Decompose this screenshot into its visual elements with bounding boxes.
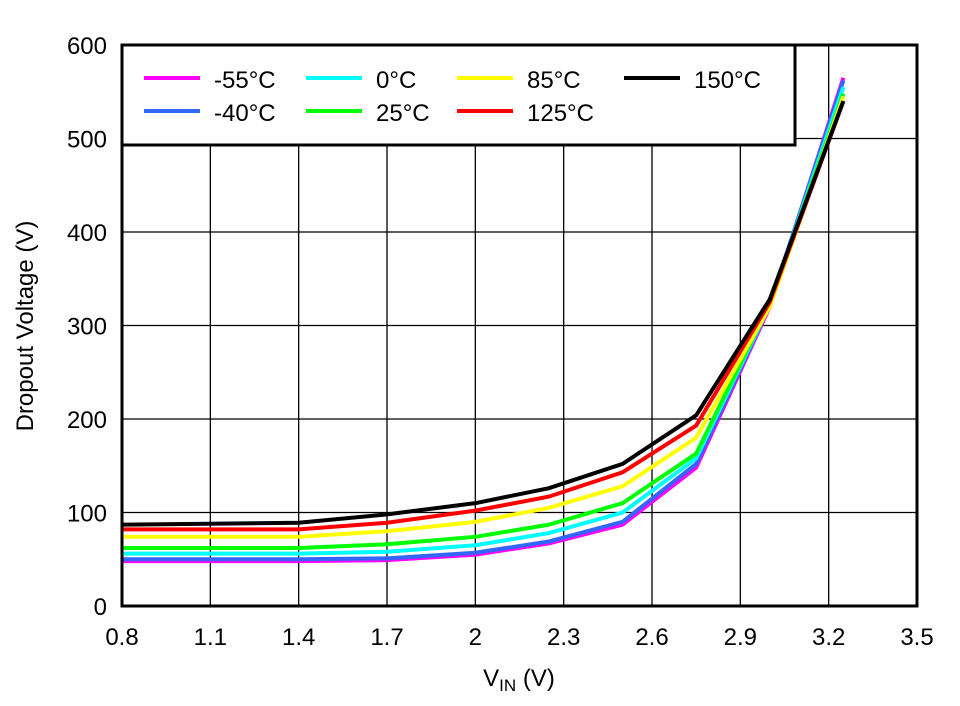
y-tick-label: 400 xyxy=(67,220,107,247)
legend-label: 0°C xyxy=(376,67,416,94)
x-tick-label: 2.9 xyxy=(724,624,757,651)
y-tick-label: 600 xyxy=(67,33,107,60)
x-tick-label: 1.7 xyxy=(370,624,403,651)
x-tick-label: 3.5 xyxy=(900,624,933,651)
legend-label: 125°C xyxy=(527,100,594,127)
x-axis-label-main: V xyxy=(483,665,499,692)
plot-frame xyxy=(120,43,919,608)
series-line-6 xyxy=(121,100,846,527)
x-tick-label: 1.4 xyxy=(282,624,315,651)
series-lines xyxy=(121,77,846,564)
y-tick-labels: 0 100 200 300 400 500 600 xyxy=(67,33,107,621)
x-axis-label-sub: IN xyxy=(499,676,516,695)
legend-box xyxy=(120,43,797,147)
x-tick-label: 2.6 xyxy=(635,624,668,651)
series-line-5 xyxy=(122,100,846,532)
x-tick-label: 0.8 xyxy=(105,624,138,651)
x-tick-label: 3.2 xyxy=(812,624,845,651)
legend-label: 150°C xyxy=(694,67,761,94)
y-axis-label: Dropout Voltage (V) xyxy=(12,221,39,432)
series-line-1 xyxy=(122,79,846,562)
y-tick-label: 300 xyxy=(67,314,107,341)
x-tick-label: 1.1 xyxy=(194,624,227,651)
y-tick-label: 200 xyxy=(67,407,107,434)
legend: -55°C -40°C 0°C 25°C 85°C 125°C 150°C xyxy=(120,43,797,147)
series-line-3 xyxy=(122,92,846,551)
x-tick-label: 2.3 xyxy=(547,624,580,651)
legend-label: 85°C xyxy=(527,67,581,94)
legend-label: -40°C xyxy=(214,100,276,127)
x-tick-label: 2 xyxy=(469,624,482,651)
x-axis-label-unit: (V) xyxy=(516,665,555,692)
series-line-4 xyxy=(122,95,846,539)
series-line-2 xyxy=(122,86,846,556)
y-tick-label: 100 xyxy=(67,501,107,528)
x-tick-labels: 0.8 1.1 1.4 1.7 2 2.3 2.6 2.9 3.2 3.5 xyxy=(105,624,933,651)
y-tick-label: 0 xyxy=(94,594,107,621)
y-tick-label: 500 xyxy=(67,127,107,154)
legend-label: -55°C xyxy=(214,67,276,94)
series-line-0 xyxy=(122,77,846,564)
x-axis-label: VIN (V) xyxy=(483,665,555,695)
legend-label: 25°C xyxy=(376,100,430,127)
